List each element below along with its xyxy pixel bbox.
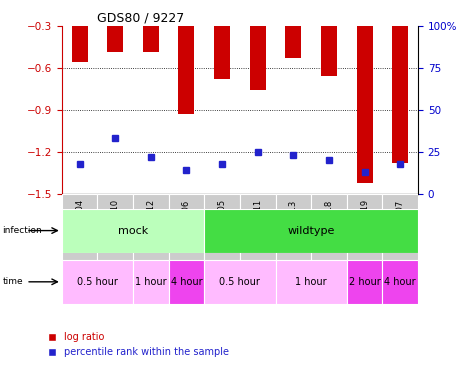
Text: 4 hour: 4 hour [171,277,202,287]
Bar [311,194,347,260]
Text: GDS80 / 9227: GDS80 / 9227 [97,11,185,25]
Legend: log ratio, percentile rank within the sample: log ratio, percentile rank within the sa… [43,329,233,361]
Bar [169,260,204,304]
Text: GSM1807: GSM1807 [396,199,405,239]
Bar [321,26,337,76]
Bar [347,194,382,260]
Text: GSM1818: GSM1818 [324,199,333,239]
Text: GSM1811: GSM1811 [253,199,262,239]
Bar [240,194,276,260]
Text: wildtype: wildtype [287,225,335,236]
Text: 1 hour: 1 hour [135,277,167,287]
Bar [107,26,123,52]
Bar [276,260,347,304]
Bar [179,26,194,114]
Text: GSM1804: GSM1804 [75,199,84,239]
Bar [392,26,408,163]
Text: GSM1805: GSM1805 [218,199,227,239]
Text: mock: mock [118,225,148,236]
Bar [250,26,266,90]
Text: GSM1806: GSM1806 [182,199,191,239]
Bar [62,194,97,260]
Bar [143,26,159,52]
Text: 2 hour: 2 hour [349,277,380,287]
Text: 0.5 hour: 0.5 hour [219,277,260,287]
Text: time: time [2,277,23,286]
Text: GSM1812: GSM1812 [146,199,155,239]
Bar [382,260,418,304]
Bar [62,209,204,253]
Bar [285,26,301,58]
Bar [204,209,418,253]
Bar [276,194,311,260]
Bar [204,260,276,304]
Bar [347,260,382,304]
Bar [204,194,240,260]
Text: GSM1810: GSM1810 [111,199,120,239]
Text: 0.5 hour: 0.5 hour [77,277,118,287]
Text: infection: infection [2,226,42,235]
Bar [72,26,87,62]
Bar [133,260,169,304]
Bar [214,26,230,79]
Bar [169,194,204,260]
Text: GSM1813: GSM1813 [289,199,298,239]
Bar [133,194,169,260]
Bar [382,194,418,260]
Bar [357,26,372,183]
Text: GSM1819: GSM1819 [360,199,369,239]
Bar [62,260,133,304]
Text: 1 hour: 1 hour [295,277,327,287]
Bar [97,194,133,260]
Text: 4 hour: 4 hour [384,277,416,287]
